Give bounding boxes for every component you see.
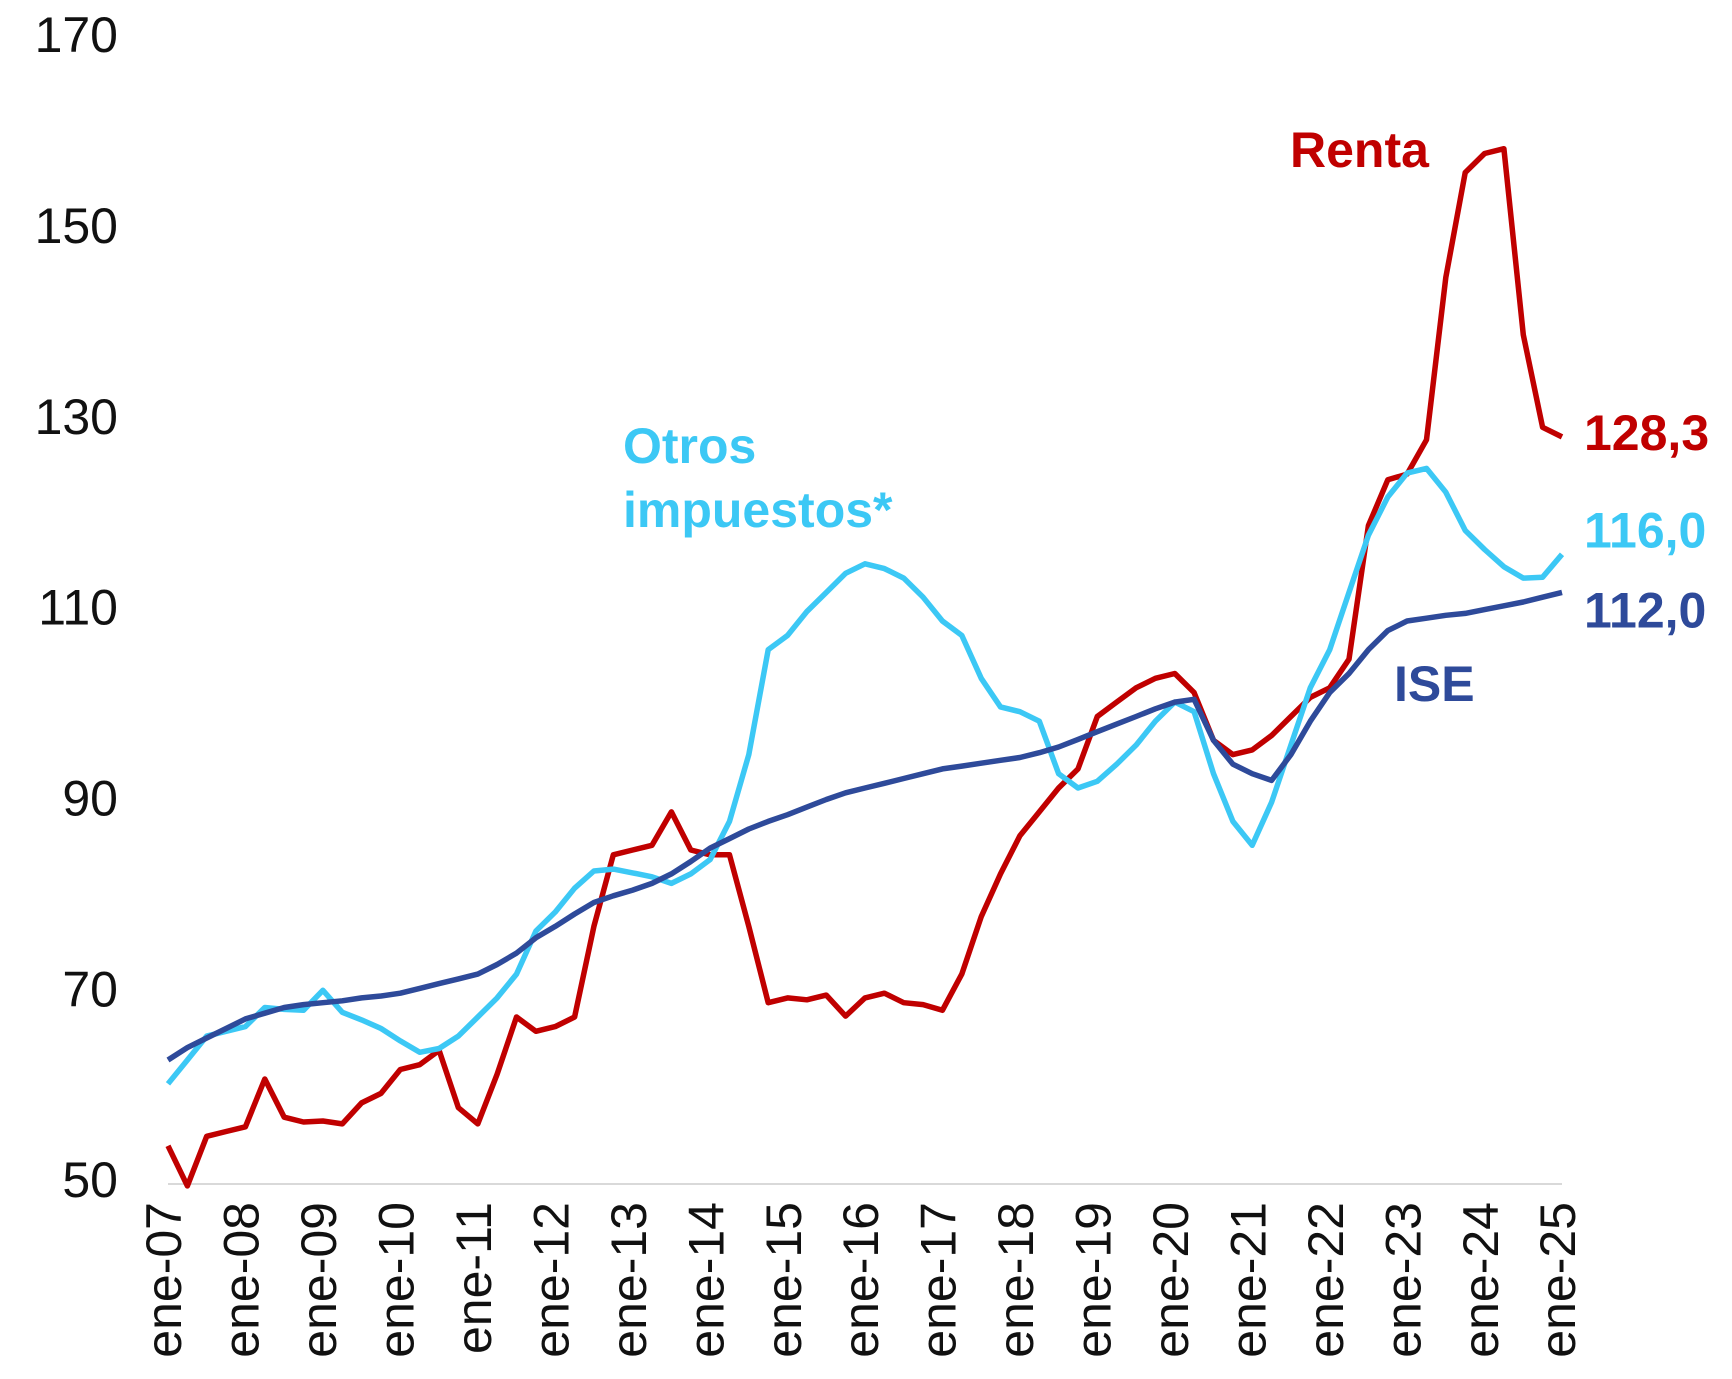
y-tick-label: 150 — [35, 198, 118, 254]
end-value-label: 116,0 — [1584, 502, 1706, 558]
y-tick-label: 170 — [35, 7, 118, 63]
x-tick-label: ene-18 — [988, 1202, 1044, 1358]
x-tick-label: ene-09 — [291, 1202, 347, 1358]
y-tick-label: 130 — [35, 389, 118, 445]
x-tick-label: ene-19 — [1066, 1202, 1122, 1358]
x-tick-label: ene-10 — [369, 1202, 425, 1358]
y-tick-label: 90 — [62, 771, 118, 827]
x-tick-label: ene-20 — [1143, 1202, 1199, 1358]
y-tick-label: 70 — [62, 961, 118, 1017]
x-tick-label: ene-11 — [446, 1202, 502, 1354]
x-tick-label: ene-14 — [678, 1202, 734, 1358]
end-value-label: 112,0 — [1584, 583, 1706, 639]
series-line — [165, 145, 1564, 1189]
series-name-label: ISE — [1394, 656, 1475, 712]
x-tick-label: ene-21 — [1220, 1202, 1276, 1358]
x-tick-label: ene-12 — [523, 1202, 579, 1358]
x-tick-label: ene-25 — [1530, 1202, 1586, 1358]
x-tick-label: ene-23 — [1375, 1202, 1431, 1358]
y-tick-label: 50 — [62, 1152, 118, 1208]
x-tick-label: ene-16 — [833, 1202, 889, 1358]
y-tick-label: 110 — [38, 580, 118, 636]
x-tick-label: ene-07 — [136, 1202, 192, 1358]
x-tick-label: ene-22 — [1298, 1202, 1354, 1358]
x-tick-label: ene-13 — [601, 1202, 657, 1358]
series-name-label: Otros impuestos* — [623, 418, 893, 538]
end-value-label: 128,3 — [1584, 405, 1709, 461]
x-tick-label: ene-24 — [1453, 1202, 1509, 1358]
x-tick-label: ene-15 — [756, 1202, 812, 1358]
series-line — [166, 589, 1563, 1063]
x-tick-label: ene-17 — [911, 1202, 967, 1358]
x-tick-label: ene-08 — [214, 1202, 270, 1358]
series-name-label: Renta — [1290, 122, 1429, 178]
series-line — [165, 465, 1565, 1086]
